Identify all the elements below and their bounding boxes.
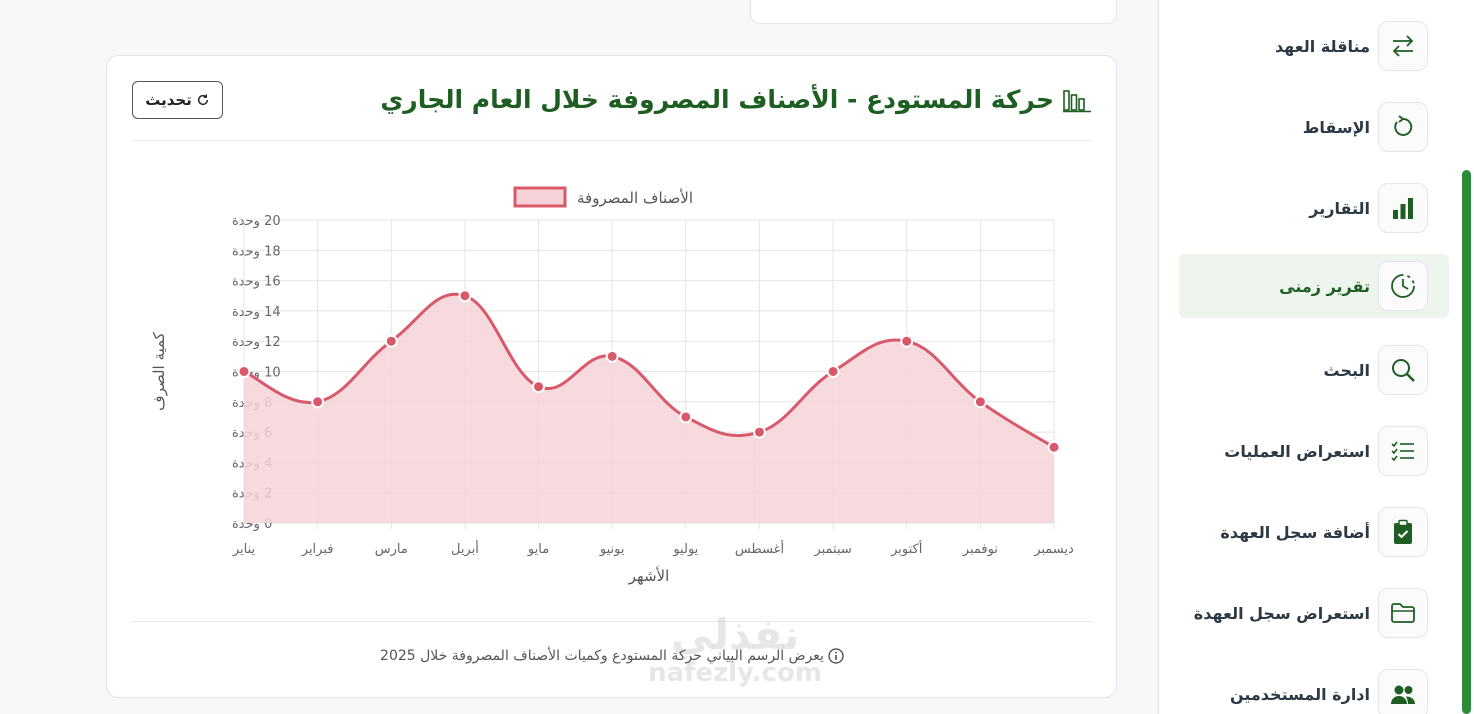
y-tick-label: 10 وحدة: [232, 366, 281, 381]
x-tick-label: يوليو: [672, 542, 698, 557]
data-point: [458, 289, 472, 303]
x-axis-title: الأشهر: [628, 566, 669, 585]
arrows-exchange-icon: [1378, 21, 1428, 71]
x-tick-label: سبتمبر: [813, 542, 851, 557]
sidebar-item-label: استعراض سجل العهدة: [1193, 603, 1370, 623]
footer-note: يعرض الرسم البياني حركة المستودع وكميات …: [132, 648, 1092, 664]
clipboard-check-icon: [1378, 507, 1428, 557]
refresh-icon: [197, 94, 208, 106]
card-header: حركة المستودع - الأصناف المصروفة خلال ال…: [132, 81, 1092, 141]
data-point: [237, 365, 251, 378]
sidebar: مناقلة العهد الإسقاط التقارير تقرير زمنى: [1158, 0, 1474, 714]
sidebar-item-label: أضافة سجل العهدة: [1220, 522, 1370, 542]
y-tick-label: 6 وحدة: [232, 426, 272, 441]
sidebar-item-custody-transfer[interactable]: مناقلة العهد: [1179, 14, 1449, 78]
sidebar-item-label: مناقلة العهد: [1274, 36, 1370, 56]
data-point: [973, 395, 987, 409]
data-point: [1047, 440, 1061, 454]
data-point: [826, 365, 840, 378]
series-area: [244, 294, 1054, 523]
chart-area: 0 وحدة 2 وحدة 4 وحدة 6 وحدة 8 وحدة 10 وحدة 12 …: [107, 56, 1118, 699]
data-point: [752, 425, 766, 439]
sidebar-item-add-custody[interactable]: أضافة سجل العهدة: [1179, 500, 1449, 564]
sidebar-item-label: البحث: [1323, 360, 1371, 380]
sidebar-item-label: ادارة المستخدمين: [1229, 684, 1370, 704]
data-point: [311, 395, 325, 409]
y-tick-label: 20 وحدة: [232, 214, 281, 229]
folder-icon: [1378, 588, 1428, 638]
data-point: [384, 334, 398, 348]
y-tick-label: 14 وحدة: [232, 305, 281, 320]
y-tick-label: 12 وحدة: [232, 335, 281, 350]
x-tick-label: فبراير: [301, 542, 334, 557]
sidebar-item-write-off[interactable]: الإسقاط: [1179, 95, 1449, 159]
footer-note-text: يعرض الرسم البياني حركة المستودع وكميات …: [380, 648, 824, 664]
x-tick-label: ديسمبر: [1033, 542, 1074, 557]
sidebar-item-label: التقارير: [1309, 198, 1370, 218]
sidebar-item-operations[interactable]: استعراض العمليات: [1179, 419, 1449, 483]
refresh-button[interactable]: تحديث: [132, 81, 223, 119]
top-card-fragment: [750, 0, 1117, 24]
y-axis-title: كمية الصرف: [150, 331, 168, 411]
sidebar-item-reports[interactable]: التقارير: [1179, 176, 1449, 240]
series-line: [243, 292, 1055, 449]
data-point: [679, 410, 693, 424]
clock-icon: [1378, 261, 1428, 311]
x-tick-label: أبريل: [451, 540, 479, 557]
y-tick-label: 0 وحدة: [232, 517, 272, 532]
x-tick-label: أغسطس: [735, 540, 784, 557]
sidebar-item-time-report[interactable]: تقرير زمنى: [1179, 254, 1449, 318]
users-icon: [1378, 669, 1428, 714]
data-point: [532, 380, 546, 394]
sidebar-item-view-custody[interactable]: استعراض سجل العهدة: [1179, 581, 1449, 645]
sidebar-item-search[interactable]: البحث: [1179, 338, 1449, 402]
refresh-label: تحديث: [145, 91, 192, 109]
search-icon: [1378, 345, 1428, 395]
legend-swatch: [513, 186, 567, 208]
sidebar-item-label: الإسقاط: [1302, 117, 1370, 137]
y-tick-label: 4 وحدة: [232, 456, 272, 471]
x-tick-label: يونيو: [599, 542, 625, 557]
bar-chart-icon: [1063, 89, 1091, 112]
scrollbar-thumb[interactable]: [1462, 170, 1471, 714]
rotate-icon: [1378, 102, 1428, 152]
y-tick-label: 16 وحدة: [232, 275, 281, 290]
checklist-icon: [1378, 426, 1428, 476]
sidebar-item-users[interactable]: ادارة المستخدمين: [1179, 662, 1449, 714]
x-tick-label: مارس: [375, 542, 408, 557]
x-tick-label: يناير: [232, 542, 256, 557]
x-tick-label: نوفمبر: [962, 542, 998, 557]
warehouse-chart-card: حركة المستودع - الأصناف المصروفة خلال ال…: [106, 55, 1117, 698]
x-tick-label: مايو: [527, 542, 549, 557]
y-tick-label: 2 وحدة: [232, 487, 272, 502]
data-point: [900, 334, 914, 348]
sidebar-item-label: تقرير زمنى: [1279, 276, 1370, 296]
footer-divider: [132, 621, 1092, 622]
card-title: حركة المستودع - الأصناف المصروفة خلال ال…: [380, 85, 1092, 114]
data-point: [605, 349, 619, 363]
legend-label: الأصناف المصروفة: [577, 188, 693, 207]
sidebar-item-label: استعراض العمليات: [1224, 441, 1370, 461]
y-tick-label: 8 وحدة: [232, 396, 272, 411]
info-icon: [828, 648, 844, 664]
y-tick-label: 18 وحدة: [232, 244, 281, 259]
x-tick-label: أكتوبر: [890, 540, 922, 557]
bar-chart-icon: [1378, 183, 1428, 233]
sidebar-scrollbar[interactable]: [1460, 0, 1474, 714]
card-title-text: حركة المستودع - الأصناف المصروفة خلال ال…: [380, 85, 1054, 114]
